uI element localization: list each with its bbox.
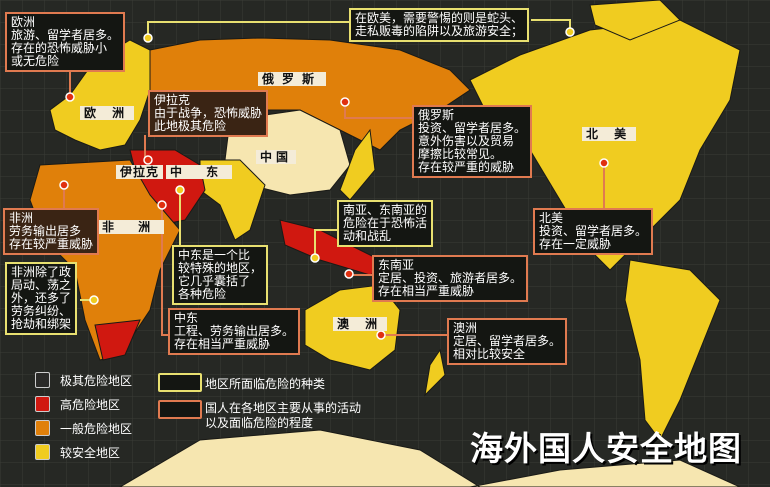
legend-label-risk-type: 地区所面临危险的种类 <box>205 377 326 391</box>
callout-iraq: 伊拉克 由于战争，恐怖威胁 此地极其危险 <box>148 90 269 137</box>
region-label-china: 中国 <box>256 150 297 164</box>
legend-label-extreme: 极其危险地区 <box>60 374 133 388</box>
legend-label-high: 高危险地区 <box>60 398 121 412</box>
region-label-australia: 澳 洲 <box>333 317 388 331</box>
legend-label-activity: 国人在各地区主要从事的活动 以及面临危险的程度 <box>205 401 362 430</box>
callout-africa-risk: 非洲除了政 局动、荡之 外，还多了 劳务纠纷、 抢劫和绑架 <box>5 262 78 335</box>
south-america-shape <box>624 259 721 441</box>
callout-africa: 非洲 劳务输出居多 存在较严重威胁 <box>3 208 100 255</box>
region-label-europe: 欧 洲 <box>80 106 135 120</box>
south-africa-shape <box>94 319 141 361</box>
region-label-africa: 非 洲 <box>98 220 165 234</box>
japan-shape <box>339 128 376 201</box>
new-zealand-shape <box>424 348 446 397</box>
legend-swatch-activity <box>158 400 202 419</box>
legend-swatch-extreme <box>35 372 50 388</box>
antarctica-shape <box>119 429 741 487</box>
callout-southeast-asia: 东南亚 定居、投资、旅游者居多。 存在相当严重威胁 <box>372 255 529 302</box>
location-dots <box>59 27 609 340</box>
region-label-iraq: 伊拉克 <box>116 165 164 179</box>
callout-lines <box>63 19 645 336</box>
callout-middle-east: 中东 工程、劳务输出居多。 存在相当严重威胁 <box>168 308 301 355</box>
legend-swatch-safe <box>35 444 50 460</box>
callout-south-asia: 南亚、东南亚的 危险在于恐怖活 动和战乱 <box>337 200 434 247</box>
map-title: 海外国人安全地图 <box>470 429 742 468</box>
region-label-russia: 俄罗斯 <box>258 72 327 86</box>
legend-swatch-risk-type <box>158 373 202 392</box>
legend-label-general: 一般危险地区 <box>60 422 133 436</box>
legend-swatch-high <box>35 396 50 412</box>
callout-europe: 欧洲 旅游、留学者居多。 存在的恐怖威胁小 或无危险 <box>5 12 126 72</box>
callout-middle-east-special: 中东是一个比 较特殊的地区， 它几乎囊括了 各种危险 <box>172 245 269 305</box>
callout-north-america: 北美 投资、留学者居多。 存在一定威胁 <box>533 208 654 255</box>
callout-australia: 澳洲 定居、留学者居多。 相对比较安全 <box>447 318 568 365</box>
legend-label-safe: 较安全地区 <box>60 446 121 460</box>
region-label-north-america: 北 美 <box>582 127 637 141</box>
callout-euro-america: 在欧美，需要警惕的则是蛇头、 走私贩毒的陷阱以及旅游安全； <box>349 8 530 42</box>
legend-swatch-general <box>35 420 50 436</box>
callout-russia: 俄罗斯 投资、留学者居多。 意外伤害以及贸易 摩擦比较常见。 存在较严重的威胁 <box>412 105 533 178</box>
region-label-middle-east: 中 东 <box>166 165 233 179</box>
greenland-shape <box>589 0 681 41</box>
